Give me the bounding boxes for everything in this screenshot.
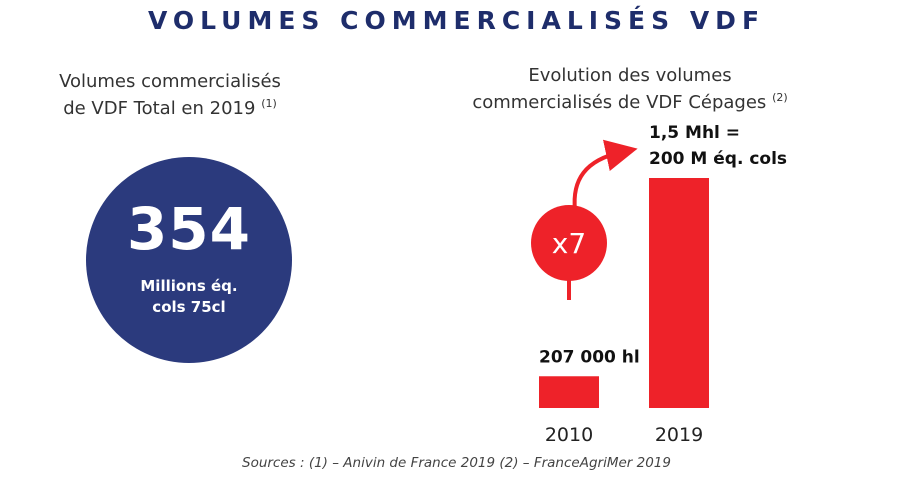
left-caption-line2: de VDF Total en 2019 (63, 98, 256, 119)
right-caption-ref: (2) (772, 91, 788, 104)
x-tick-label-2019: 2019 (655, 424, 703, 446)
right-caption: Evolution des volumes commercialisés de … (440, 62, 820, 116)
total-volume-circle: 354 Millions éq. cols 75cl (86, 157, 292, 363)
bar-2010 (539, 376, 599, 408)
data-label-2019-line2: 200 M éq. cols (649, 149, 787, 169)
data-label-2019-line1: 1,5 Mhl = (649, 123, 740, 143)
total-volume-unit-line2: cols 75cl (152, 298, 226, 316)
total-volume-unit: Millions éq. cols 75cl (86, 276, 292, 318)
growth-multiplier: x7 (552, 227, 586, 260)
left-caption-line1: Volumes commercialisés (59, 71, 281, 92)
left-caption: Volumes commercialisés de VDF Total en 2… (20, 68, 320, 122)
left-caption-ref: (1) (261, 97, 277, 110)
total-volume-value: 354 (126, 195, 252, 263)
right-caption-line2: commercialisés de VDF Cépages (472, 92, 767, 113)
data-label-2010: 207 000 hl (539, 347, 640, 367)
right-caption-line1: Evolution des volumes (528, 65, 732, 86)
total-volume-unit-line1: Millions éq. (140, 277, 238, 295)
bar-2019 (649, 178, 709, 408)
growth-arrow (572, 139, 638, 211)
x-tick-label-2010: 2010 (545, 424, 593, 446)
growth-circle (531, 205, 607, 281)
sources-note: Sources : (1) – Anivin de France 2019 (2… (242, 455, 671, 471)
page-title: VOLUMES COMMERCIALISÉS VDF (147, 6, 766, 35)
